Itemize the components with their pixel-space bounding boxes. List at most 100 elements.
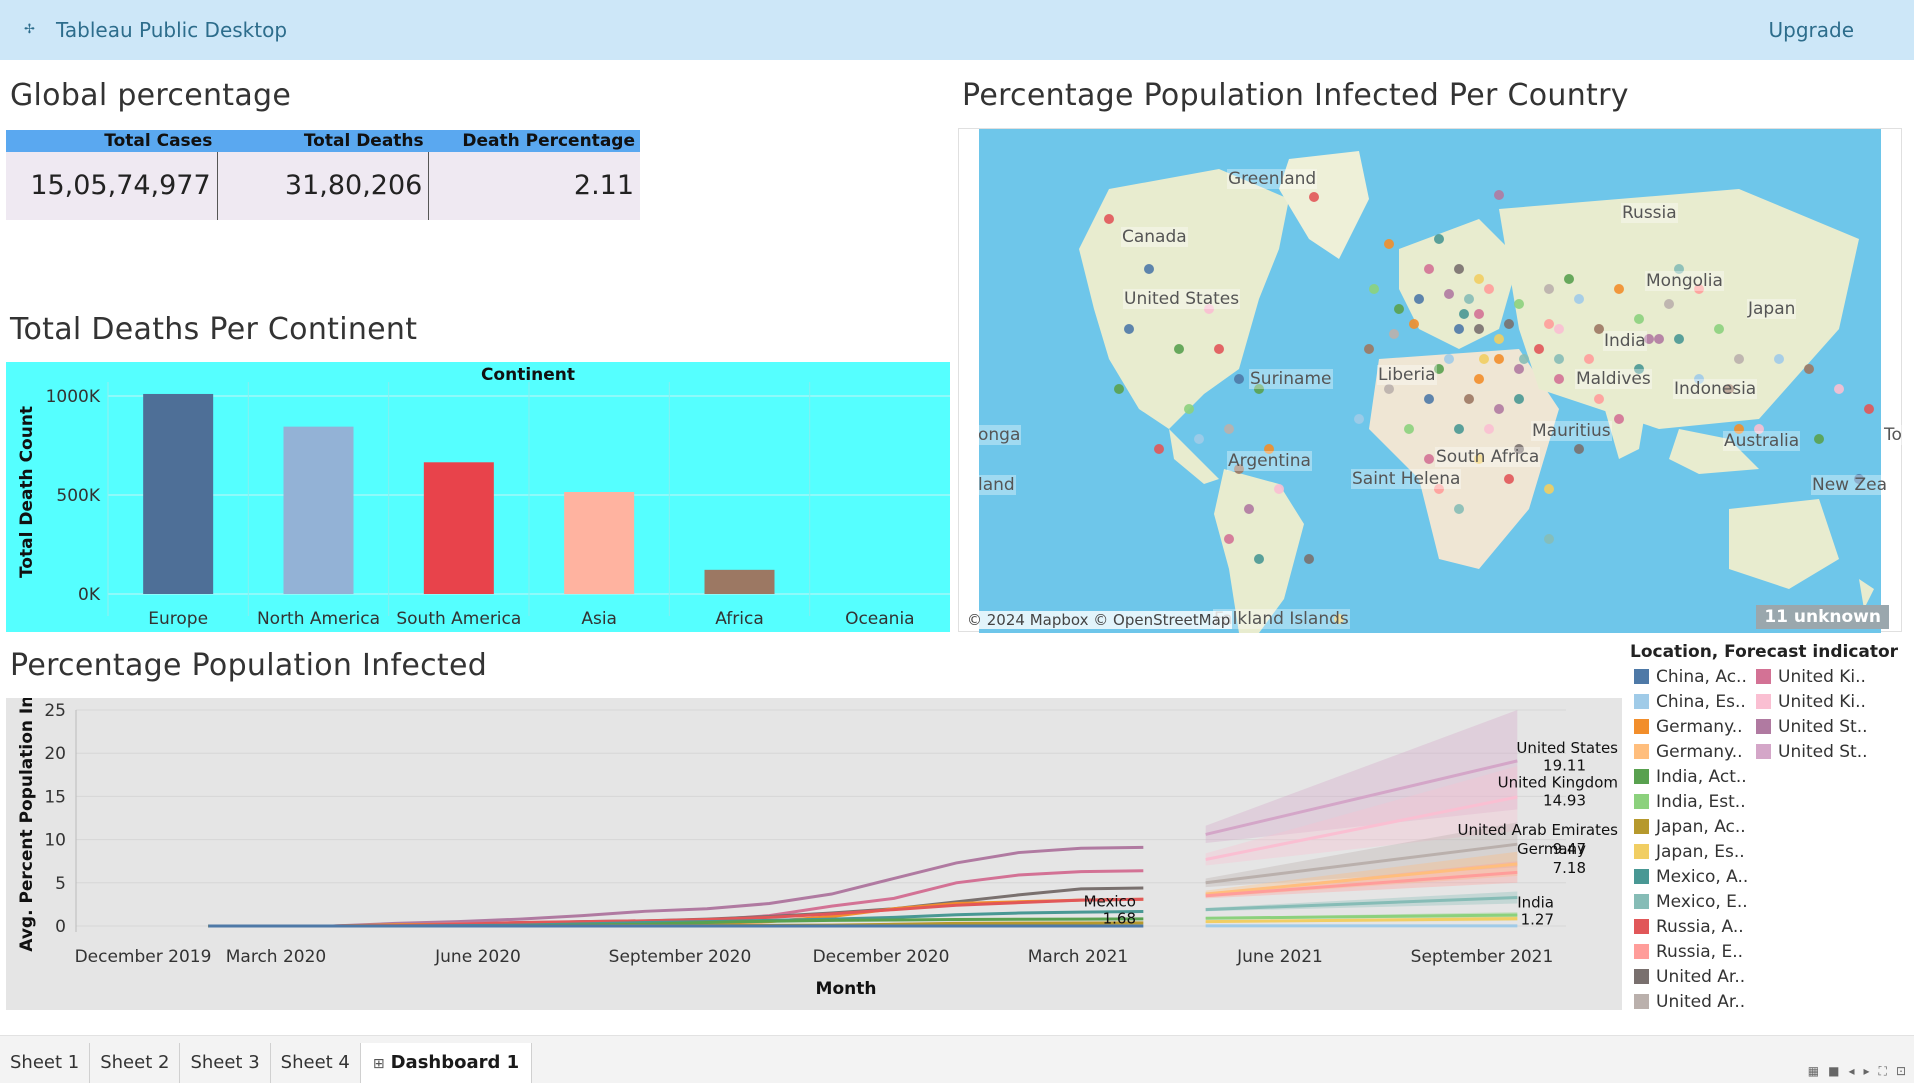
map-country-marker[interactable] xyxy=(1334,614,1344,624)
map-country-marker[interactable] xyxy=(1104,214,1114,224)
upgrade-link[interactable]: Upgrade xyxy=(1768,18,1854,42)
map-country-marker[interactable] xyxy=(1204,304,1214,314)
map-country-marker[interactable] xyxy=(1664,299,1674,309)
map-country-marker[interactable] xyxy=(1414,294,1424,304)
map-country-marker[interactable] xyxy=(1574,294,1584,304)
map-country-marker[interactable] xyxy=(1479,354,1489,364)
map-country-marker[interactable] xyxy=(1834,384,1844,394)
map-country-marker[interactable] xyxy=(1554,354,1564,364)
map-country-marker[interactable] xyxy=(1394,304,1404,314)
legend-item[interactable]: United Ar.. xyxy=(1630,989,1752,1014)
legend-item[interactable]: Germany.. xyxy=(1630,714,1752,739)
map-country-marker[interactable] xyxy=(1674,264,1684,274)
forecast-line-united-kingdom[interactable] xyxy=(1205,795,1518,861)
map-country-marker[interactable] xyxy=(1474,324,1484,334)
map-country-marker[interactable] xyxy=(1814,434,1824,444)
map-unknown-indicator[interactable]: 11 unknown xyxy=(1756,605,1889,629)
tab-sheet-1[interactable]: Sheet 1 xyxy=(0,1043,91,1083)
map-country-marker[interactable] xyxy=(1124,324,1134,334)
map-country-marker[interactable] xyxy=(1454,424,1464,434)
map-country-marker[interactable] xyxy=(1244,504,1254,514)
map-country-marker[interactable] xyxy=(1459,309,1469,319)
map-country-marker[interactable] xyxy=(1694,284,1704,294)
map-country-marker[interactable] xyxy=(1494,334,1504,344)
forecast-line-united-states[interactable] xyxy=(1205,759,1518,836)
map-country-marker[interactable] xyxy=(1734,424,1744,434)
map-country-marker[interactable] xyxy=(1594,324,1604,334)
map-country-marker[interactable] xyxy=(1114,384,1124,394)
world-map[interactable] xyxy=(959,129,1903,633)
map-country-marker[interactable] xyxy=(1304,554,1314,564)
map-country-marker[interactable] xyxy=(1534,344,1544,354)
map-country-marker[interactable] xyxy=(1424,394,1434,404)
map-country-marker[interactable] xyxy=(1574,444,1584,454)
legend-item[interactable]: Mexico, E.. xyxy=(1630,889,1752,914)
prev-sheet-icon[interactable]: ◂ xyxy=(1848,1064,1855,1078)
legend-item[interactable]: India, Est.. xyxy=(1630,789,1752,814)
map-country-marker[interactable] xyxy=(1614,284,1624,294)
legend-item[interactable]: Russia, E.. xyxy=(1630,939,1752,964)
map-country-marker[interactable] xyxy=(1584,354,1594,364)
legend-item[interactable]: United Ki.. xyxy=(1752,664,1874,689)
map-country-marker[interactable] xyxy=(1404,424,1414,434)
map-country-marker[interactable] xyxy=(1184,404,1194,414)
map-country-marker[interactable] xyxy=(1754,424,1764,434)
map-country-marker[interactable] xyxy=(1654,334,1664,344)
map-panel[interactable]: Greenland Canada United States Russia Mo… xyxy=(958,128,1903,633)
map-country-marker[interactable] xyxy=(1424,264,1434,274)
legend-item[interactable]: China, Ac.. xyxy=(1630,664,1752,689)
legend-item[interactable]: United St.. xyxy=(1752,739,1874,764)
bar-africa[interactable] xyxy=(704,569,775,594)
map-country-marker[interactable] xyxy=(1224,424,1234,434)
map-country-marker[interactable] xyxy=(1504,319,1514,329)
bar-europe[interactable] xyxy=(143,393,214,594)
map-country-marker[interactable] xyxy=(1309,192,1319,202)
map-country-marker[interactable] xyxy=(1454,324,1464,334)
map-country-marker[interactable] xyxy=(1454,504,1464,514)
legend-item[interactable]: United Ar.. xyxy=(1630,964,1752,989)
map-country-marker[interactable] xyxy=(1544,534,1554,544)
legend-item[interactable]: United Ki.. xyxy=(1752,689,1874,714)
map-country-marker[interactable] xyxy=(1644,334,1654,344)
map-country-marker[interactable] xyxy=(1514,364,1524,374)
map-country-marker[interactable] xyxy=(1514,299,1524,309)
map-country-marker[interactable] xyxy=(1194,434,1204,444)
map-country-marker[interactable] xyxy=(1544,319,1554,329)
map-country-marker[interactable] xyxy=(1424,454,1434,464)
map-country-marker[interactable] xyxy=(1264,444,1274,454)
map-country-marker[interactable] xyxy=(1714,324,1724,334)
map-country-marker[interactable] xyxy=(1174,344,1184,354)
map-country-marker[interactable] xyxy=(1864,404,1874,414)
legend-item[interactable]: India, Act.. xyxy=(1630,764,1752,789)
map-country-marker[interactable] xyxy=(1214,344,1224,354)
legend-item[interactable]: United St.. xyxy=(1752,714,1874,739)
map-country-marker[interactable] xyxy=(1564,274,1574,284)
map-country-marker[interactable] xyxy=(1254,384,1264,394)
map-country-marker[interactable] xyxy=(1154,444,1164,454)
map-country-marker[interactable] xyxy=(1594,394,1604,404)
map-country-marker[interactable] xyxy=(1144,264,1154,274)
map-country-marker[interactable] xyxy=(1519,354,1529,364)
map-country-marker[interactable] xyxy=(1364,344,1374,354)
map-country-marker[interactable] xyxy=(1854,474,1864,484)
next-sheet-icon[interactable]: ▸ xyxy=(1863,1064,1870,1078)
map-country-marker[interactable] xyxy=(1384,239,1394,249)
map-country-marker[interactable] xyxy=(1494,404,1504,414)
bar-south-america[interactable] xyxy=(423,462,494,594)
map-country-marker[interactable] xyxy=(1409,319,1419,329)
legend-item[interactable]: Mexico, A.. xyxy=(1630,864,1752,889)
tab-sheet-2[interactable]: Sheet 2 xyxy=(90,1043,181,1083)
bar-asia[interactable] xyxy=(564,492,635,594)
map-attribution[interactable]: © 2024 Mapbox © OpenStreetMap xyxy=(965,611,1233,629)
bar-north-america[interactable] xyxy=(283,426,354,594)
map-country-marker[interactable] xyxy=(1454,264,1464,274)
legend-item[interactable]: China, Es.. xyxy=(1630,689,1752,714)
map-country-marker[interactable] xyxy=(1544,284,1554,294)
map-country-marker[interactable] xyxy=(1614,414,1624,424)
map-country-marker[interactable] xyxy=(1634,314,1644,324)
forecast-line-japan[interactable] xyxy=(1205,917,1518,924)
map-country-marker[interactable] xyxy=(1484,284,1494,294)
map-country-marker[interactable] xyxy=(1774,354,1784,364)
map-country-marker[interactable] xyxy=(1444,354,1454,364)
tab-dashboard-1[interactable]: ⊞ Dashboard 1 xyxy=(360,1043,533,1083)
